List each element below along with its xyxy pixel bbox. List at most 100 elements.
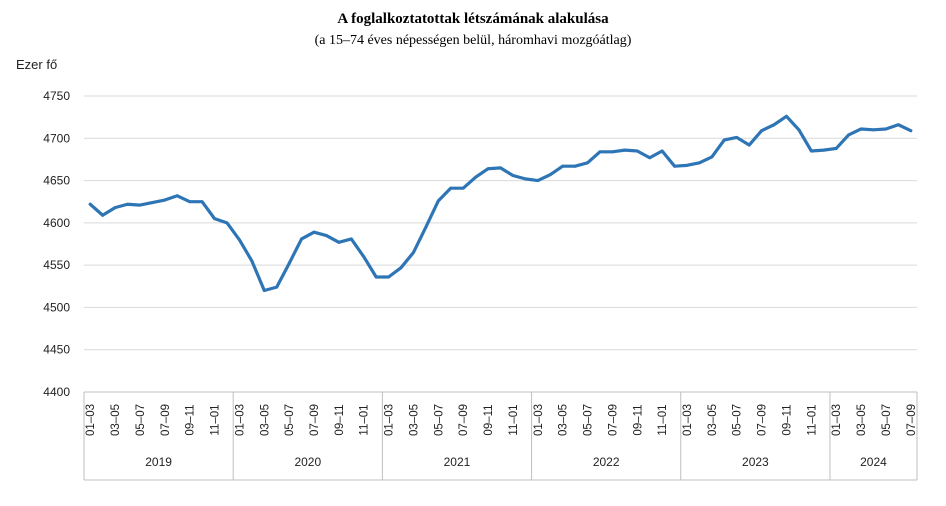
data-point [88, 202, 92, 206]
x-tick-label: 01–03 [85, 404, 97, 436]
x-tick-label: 07–09 [757, 404, 769, 436]
data-point [884, 127, 888, 131]
y-tick-label: 4400 [43, 385, 70, 399]
data-point [213, 217, 216, 221]
x-tick-label: 07–09 [309, 404, 321, 436]
data-point [250, 259, 254, 263]
data-point [598, 150, 602, 154]
data-point [660, 149, 664, 153]
x-tick-label: 09–11 [185, 404, 197, 435]
x-tick-label: 03–05 [259, 404, 271, 436]
data-point [238, 238, 241, 242]
data-point [872, 128, 875, 132]
data-point [150, 201, 154, 204]
data-point [822, 148, 826, 152]
data-point [698, 161, 701, 165]
data-point [623, 148, 627, 152]
x-tick-label: 11–01 [210, 404, 222, 435]
x-tick-label: 03–05 [707, 404, 719, 436]
x-tick-label: 03–05 [558, 404, 570, 436]
data-point [461, 186, 465, 190]
data-point [511, 174, 515, 177]
x-tick-label: 03–05 [856, 404, 868, 436]
data-point [300, 237, 303, 241]
data-point [225, 221, 229, 225]
data-point [374, 275, 378, 279]
x-tick-label: 01–03 [234, 404, 246, 436]
data-point [573, 164, 577, 168]
data-point [188, 200, 192, 204]
x-tick-label: 01–03 [384, 404, 396, 436]
data-point [561, 164, 565, 168]
series-line-group [88, 114, 913, 293]
year-label-2020: 2020 [294, 455, 321, 469]
data-point [847, 133, 851, 137]
data-point [163, 198, 167, 202]
data-point [362, 255, 366, 259]
data-point [387, 275, 391, 279]
x-tick-label: 05–07 [732, 404, 744, 436]
gridlines [84, 95, 917, 393]
x-tick-label: 07–09 [906, 404, 918, 436]
chart-title: A foglalkoztatottak létszámának alakulás… [337, 11, 609, 27]
series-line [88, 114, 913, 293]
data-point [760, 129, 763, 133]
data-point [138, 203, 142, 207]
data-point [722, 138, 726, 142]
data-point [747, 143, 751, 147]
x-tick-label: 11–01 [508, 404, 520, 435]
y-tick-label: 4750 [43, 89, 70, 103]
data-point [436, 199, 440, 203]
data-point [486, 167, 490, 171]
data-point [499, 166, 502, 170]
x-tick-label: 03–05 [408, 404, 420, 436]
data-point [312, 230, 316, 234]
x-tick-label: 05–07 [284, 404, 296, 436]
x-tick-label: 11–01 [806, 404, 818, 435]
data-point [474, 175, 478, 179]
x-tick-label: 11–01 [657, 404, 669, 435]
data-point [113, 206, 117, 210]
y-tick-label: 4600 [43, 216, 70, 230]
data-point [275, 285, 279, 289]
data-point [785, 114, 788, 118]
x-tick-label: 07–09 [160, 404, 172, 436]
data-point [200, 200, 204, 204]
x-tick-label: 01–03 [682, 404, 694, 436]
x-tick-label: 11–01 [359, 404, 371, 435]
y-axis-label: Ezer fő [16, 57, 57, 72]
data-point [735, 136, 739, 139]
data-point [523, 177, 527, 181]
year-label-2021: 2021 [444, 455, 471, 469]
data-point [412, 251, 415, 254]
data-point [797, 128, 801, 132]
year-label-2019: 2019 [145, 455, 172, 469]
data-point [673, 164, 676, 168]
x-tick-label: 01–03 [831, 404, 843, 436]
year-label-2022: 2022 [593, 455, 620, 469]
y-tick-label: 4550 [43, 258, 70, 272]
x-tick-label: 07–09 [607, 404, 619, 436]
data-point [548, 173, 552, 177]
data-point [449, 186, 453, 190]
x-tick-label: 01–03 [533, 404, 545, 436]
x-axis: 01–03 03–05 05–07 07–09 09–11 11–01 2019 01–03 0… [83, 391, 918, 481]
y-tick-label: 4450 [43, 343, 70, 357]
data-point [909, 129, 913, 133]
data-point [648, 156, 652, 160]
data-point [126, 202, 129, 206]
data-point [859, 127, 863, 131]
chart-subtitle: (a 15–74 éves népességen belül, háromhav… [315, 33, 632, 48]
data-point [424, 225, 428, 229]
x-tick-label: 09–11 [483, 404, 495, 435]
data-point [101, 213, 105, 217]
x-tick-label: 09–11 [781, 404, 793, 435]
data-point [536, 179, 540, 182]
x-tick-label: 07–09 [458, 404, 470, 436]
y-tick-label: 4650 [43, 174, 70, 188]
data-point [809, 149, 813, 153]
data-point [399, 266, 403, 270]
x-tick-label: 05–07 [583, 404, 595, 436]
y-tick-label: 4500 [43, 300, 70, 314]
